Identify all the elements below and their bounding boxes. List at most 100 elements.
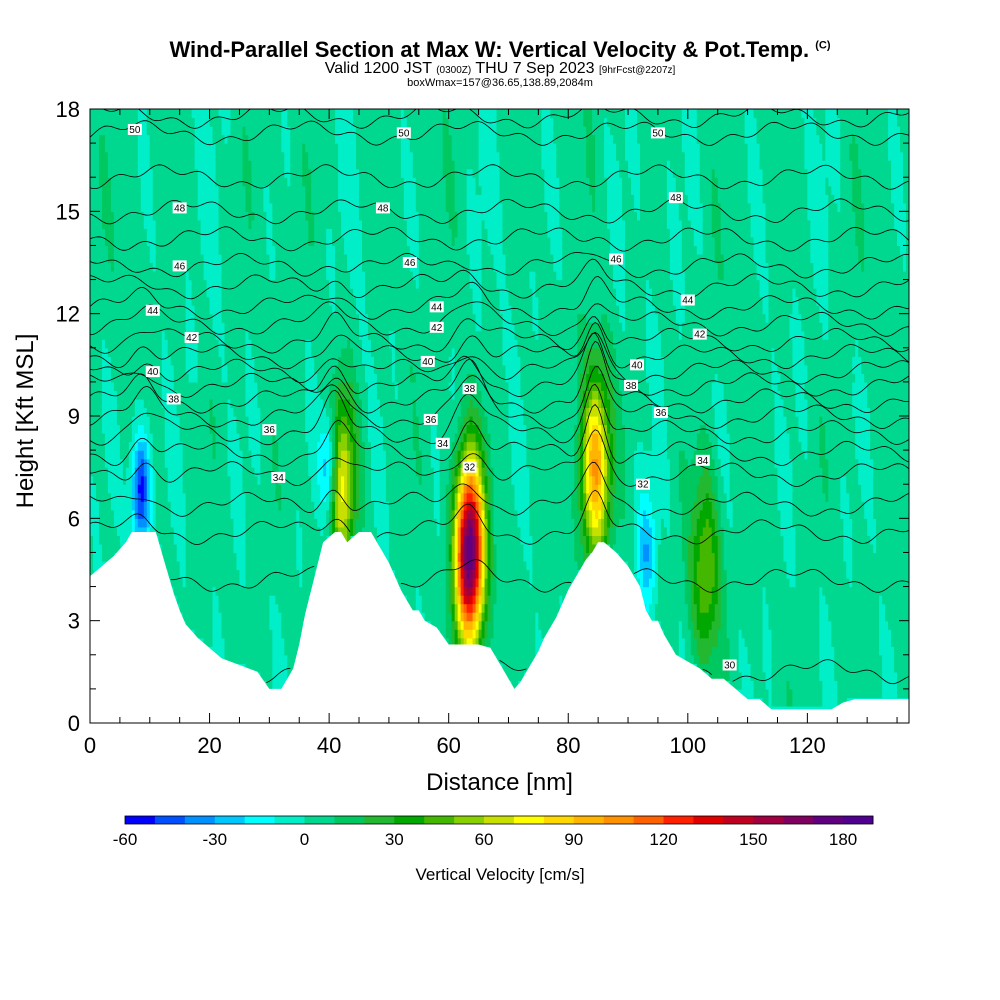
velocity-cell	[167, 228, 172, 238]
velocity-cell	[191, 450, 196, 460]
velocity-cell	[320, 416, 324, 426]
velocity-cell	[233, 236, 238, 247]
velocity-cell	[257, 356, 261, 366]
velocity-cell	[143, 356, 148, 366]
velocity-cell	[98, 407, 103, 417]
velocity-cell	[296, 484, 300, 494]
velocity-cell	[281, 245, 285, 255]
velocity-cell	[200, 151, 205, 161]
velocity-cell	[287, 620, 291, 630]
velocity-cell	[179, 151, 184, 161]
velocity-cell	[182, 168, 187, 178]
velocity-cell	[104, 424, 109, 434]
velocity-cell	[206, 629, 211, 639]
velocity-cell	[299, 160, 303, 170]
velocity-cell	[194, 339, 199, 349]
velocity-cell	[197, 228, 202, 238]
velocity-cell	[320, 168, 324, 178]
velocity-cell	[239, 305, 244, 315]
velocity-cell	[281, 134, 285, 144]
velocity-cell	[146, 160, 151, 170]
velocity-cell	[197, 433, 202, 443]
velocity-cell	[272, 271, 276, 281]
velocity-cell	[212, 202, 217, 212]
velocity-cell	[143, 151, 148, 161]
velocity-cell	[251, 654, 255, 664]
velocity-cell	[215, 552, 220, 562]
velocity-cell	[152, 228, 157, 238]
velocity-cell	[308, 185, 312, 195]
velocity-cell	[248, 390, 253, 400]
velocity-cell	[248, 219, 253, 229]
velocity-cell	[167, 526, 172, 536]
velocity-cell	[101, 194, 106, 204]
velocity-cell	[323, 475, 327, 485]
velocity-cell	[236, 518, 241, 528]
velocity-cell	[149, 262, 154, 272]
velocity-cell	[146, 271, 151, 281]
velocity-cell	[212, 271, 217, 281]
velocity-cell	[200, 492, 205, 502]
velocity-cell	[146, 134, 151, 144]
velocity-cell	[257, 322, 261, 332]
velocity-cell	[176, 433, 181, 443]
velocity-cell	[92, 160, 97, 170]
velocity-cell	[227, 322, 232, 332]
velocity-cell	[95, 109, 100, 119]
velocity-cell	[305, 211, 309, 221]
velocity-cell	[92, 381, 97, 392]
velocity-cell	[245, 126, 250, 136]
velocity-cell	[200, 560, 205, 571]
velocity-cell	[125, 373, 130, 383]
velocity-cell	[179, 245, 184, 255]
velocity-cell	[161, 330, 166, 340]
velocity-cell	[311, 535, 315, 545]
velocity-cell	[239, 364, 244, 374]
velocity-cell	[245, 202, 250, 212]
velocity-cell	[90, 552, 94, 562]
velocity-cell	[227, 126, 232, 136]
velocity-cell	[182, 296, 187, 306]
velocity-cell	[257, 390, 261, 400]
velocity-cell	[92, 390, 97, 400]
velocity-cell	[203, 262, 208, 272]
velocity-cell	[134, 313, 139, 323]
velocity-cell	[248, 398, 253, 409]
velocity-cell	[104, 347, 109, 357]
velocity-cell	[197, 219, 202, 229]
velocity-cell	[149, 288, 154, 298]
velocity-cell	[260, 305, 264, 315]
velocity-cell	[311, 117, 315, 127]
velocity-cell	[299, 262, 303, 272]
velocity-cell	[308, 126, 312, 136]
velocity-cell	[215, 151, 220, 161]
velocity-cell	[116, 398, 121, 409]
velocity-cell	[197, 185, 202, 195]
velocity-cell	[269, 416, 273, 426]
velocity-cell	[242, 126, 247, 136]
velocity-cell	[236, 492, 241, 502]
velocity-cell	[182, 339, 187, 349]
velocity-cell	[143, 313, 148, 323]
velocity-cell	[131, 364, 136, 374]
velocity-cell	[179, 134, 184, 144]
velocity-cell	[245, 279, 250, 289]
velocity-cell	[107, 134, 112, 144]
velocity-cell	[254, 177, 258, 187]
velocity-cell	[119, 109, 124, 119]
velocity-cell	[137, 433, 142, 443]
velocity-cell	[119, 305, 124, 315]
velocity-cell	[269, 253, 273, 264]
velocity-cell	[278, 543, 282, 554]
velocity-cell	[179, 543, 184, 554]
velocity-cell	[320, 356, 324, 366]
velocity-cell	[149, 390, 154, 400]
velocity-cell	[119, 322, 124, 332]
velocity-cell	[143, 288, 148, 298]
velocity-cell	[90, 322, 94, 332]
velocity-cell	[260, 552, 264, 562]
velocity-cell	[227, 160, 232, 170]
velocity-cell	[158, 253, 163, 264]
velocity-cell	[221, 416, 226, 426]
velocity-cell	[173, 126, 178, 136]
